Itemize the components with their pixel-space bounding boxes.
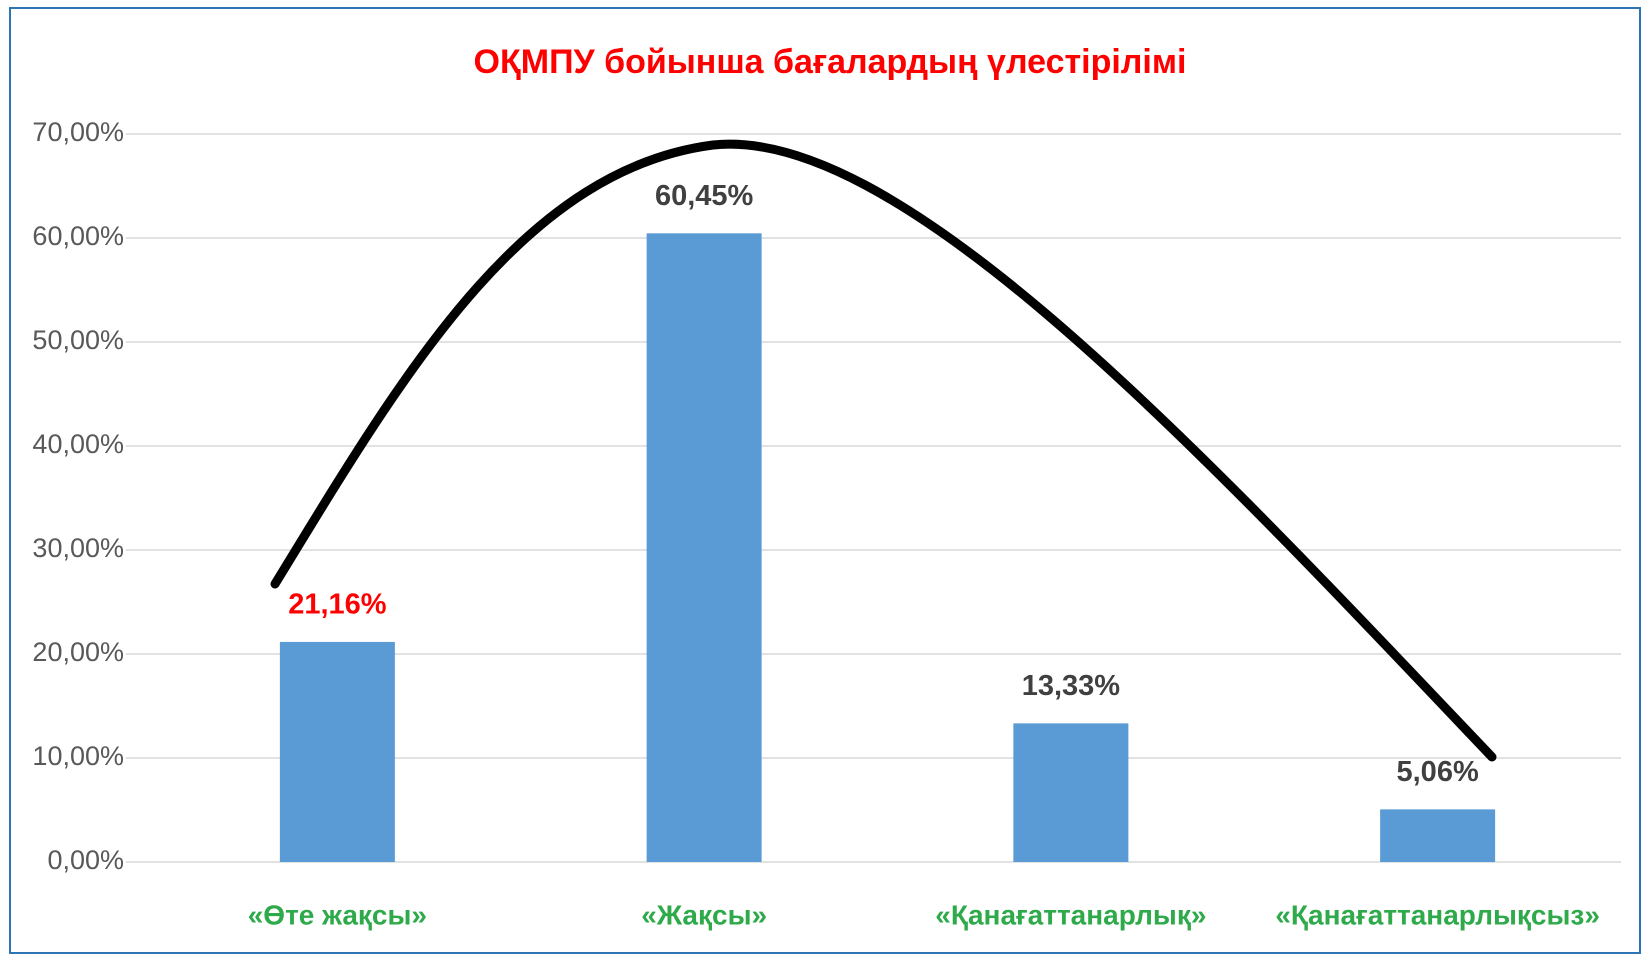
y-tick-label: 60,00% bbox=[32, 221, 124, 251]
x-tick-label: «Қанағаттанарлықсыз» bbox=[1275, 899, 1600, 930]
x-tick-label: «Жақсы» bbox=[641, 899, 767, 930]
y-tick-label: 50,00% bbox=[32, 325, 124, 355]
x-tick-label: «Қанағаттанарлық» bbox=[935, 899, 1206, 930]
y-tick-label: 20,00% bbox=[32, 637, 124, 667]
data-label: 5,06% bbox=[1397, 756, 1479, 788]
y-tick-label: 40,00% bbox=[32, 429, 124, 459]
y-tick-label: 70,00% bbox=[32, 117, 124, 147]
bar bbox=[1380, 809, 1496, 862]
bar bbox=[1013, 723, 1129, 862]
chart-title: ОҚМПУ бойынша бағалардың үлестірілімі bbox=[474, 43, 1187, 81]
x-tick-label: «Өте жақсы» bbox=[248, 899, 427, 930]
y-tick-label: 10,00% bbox=[32, 741, 124, 771]
trend-curve bbox=[270, 139, 1497, 762]
data-label: 21,16% bbox=[288, 589, 387, 621]
bars bbox=[279, 233, 1496, 862]
y-tick-label: 0,00% bbox=[47, 845, 124, 875]
data-label: 13,33% bbox=[1022, 670, 1121, 702]
bar bbox=[646, 233, 762, 862]
y-tick-label: 30,00% bbox=[32, 533, 124, 563]
data-label: 60,45% bbox=[655, 180, 754, 212]
labels: 0,00% 10,00% 20,00% 30,00% 40,00% 50,00% 60,00… bbox=[32, 117, 1599, 930]
bar bbox=[279, 641, 395, 862]
